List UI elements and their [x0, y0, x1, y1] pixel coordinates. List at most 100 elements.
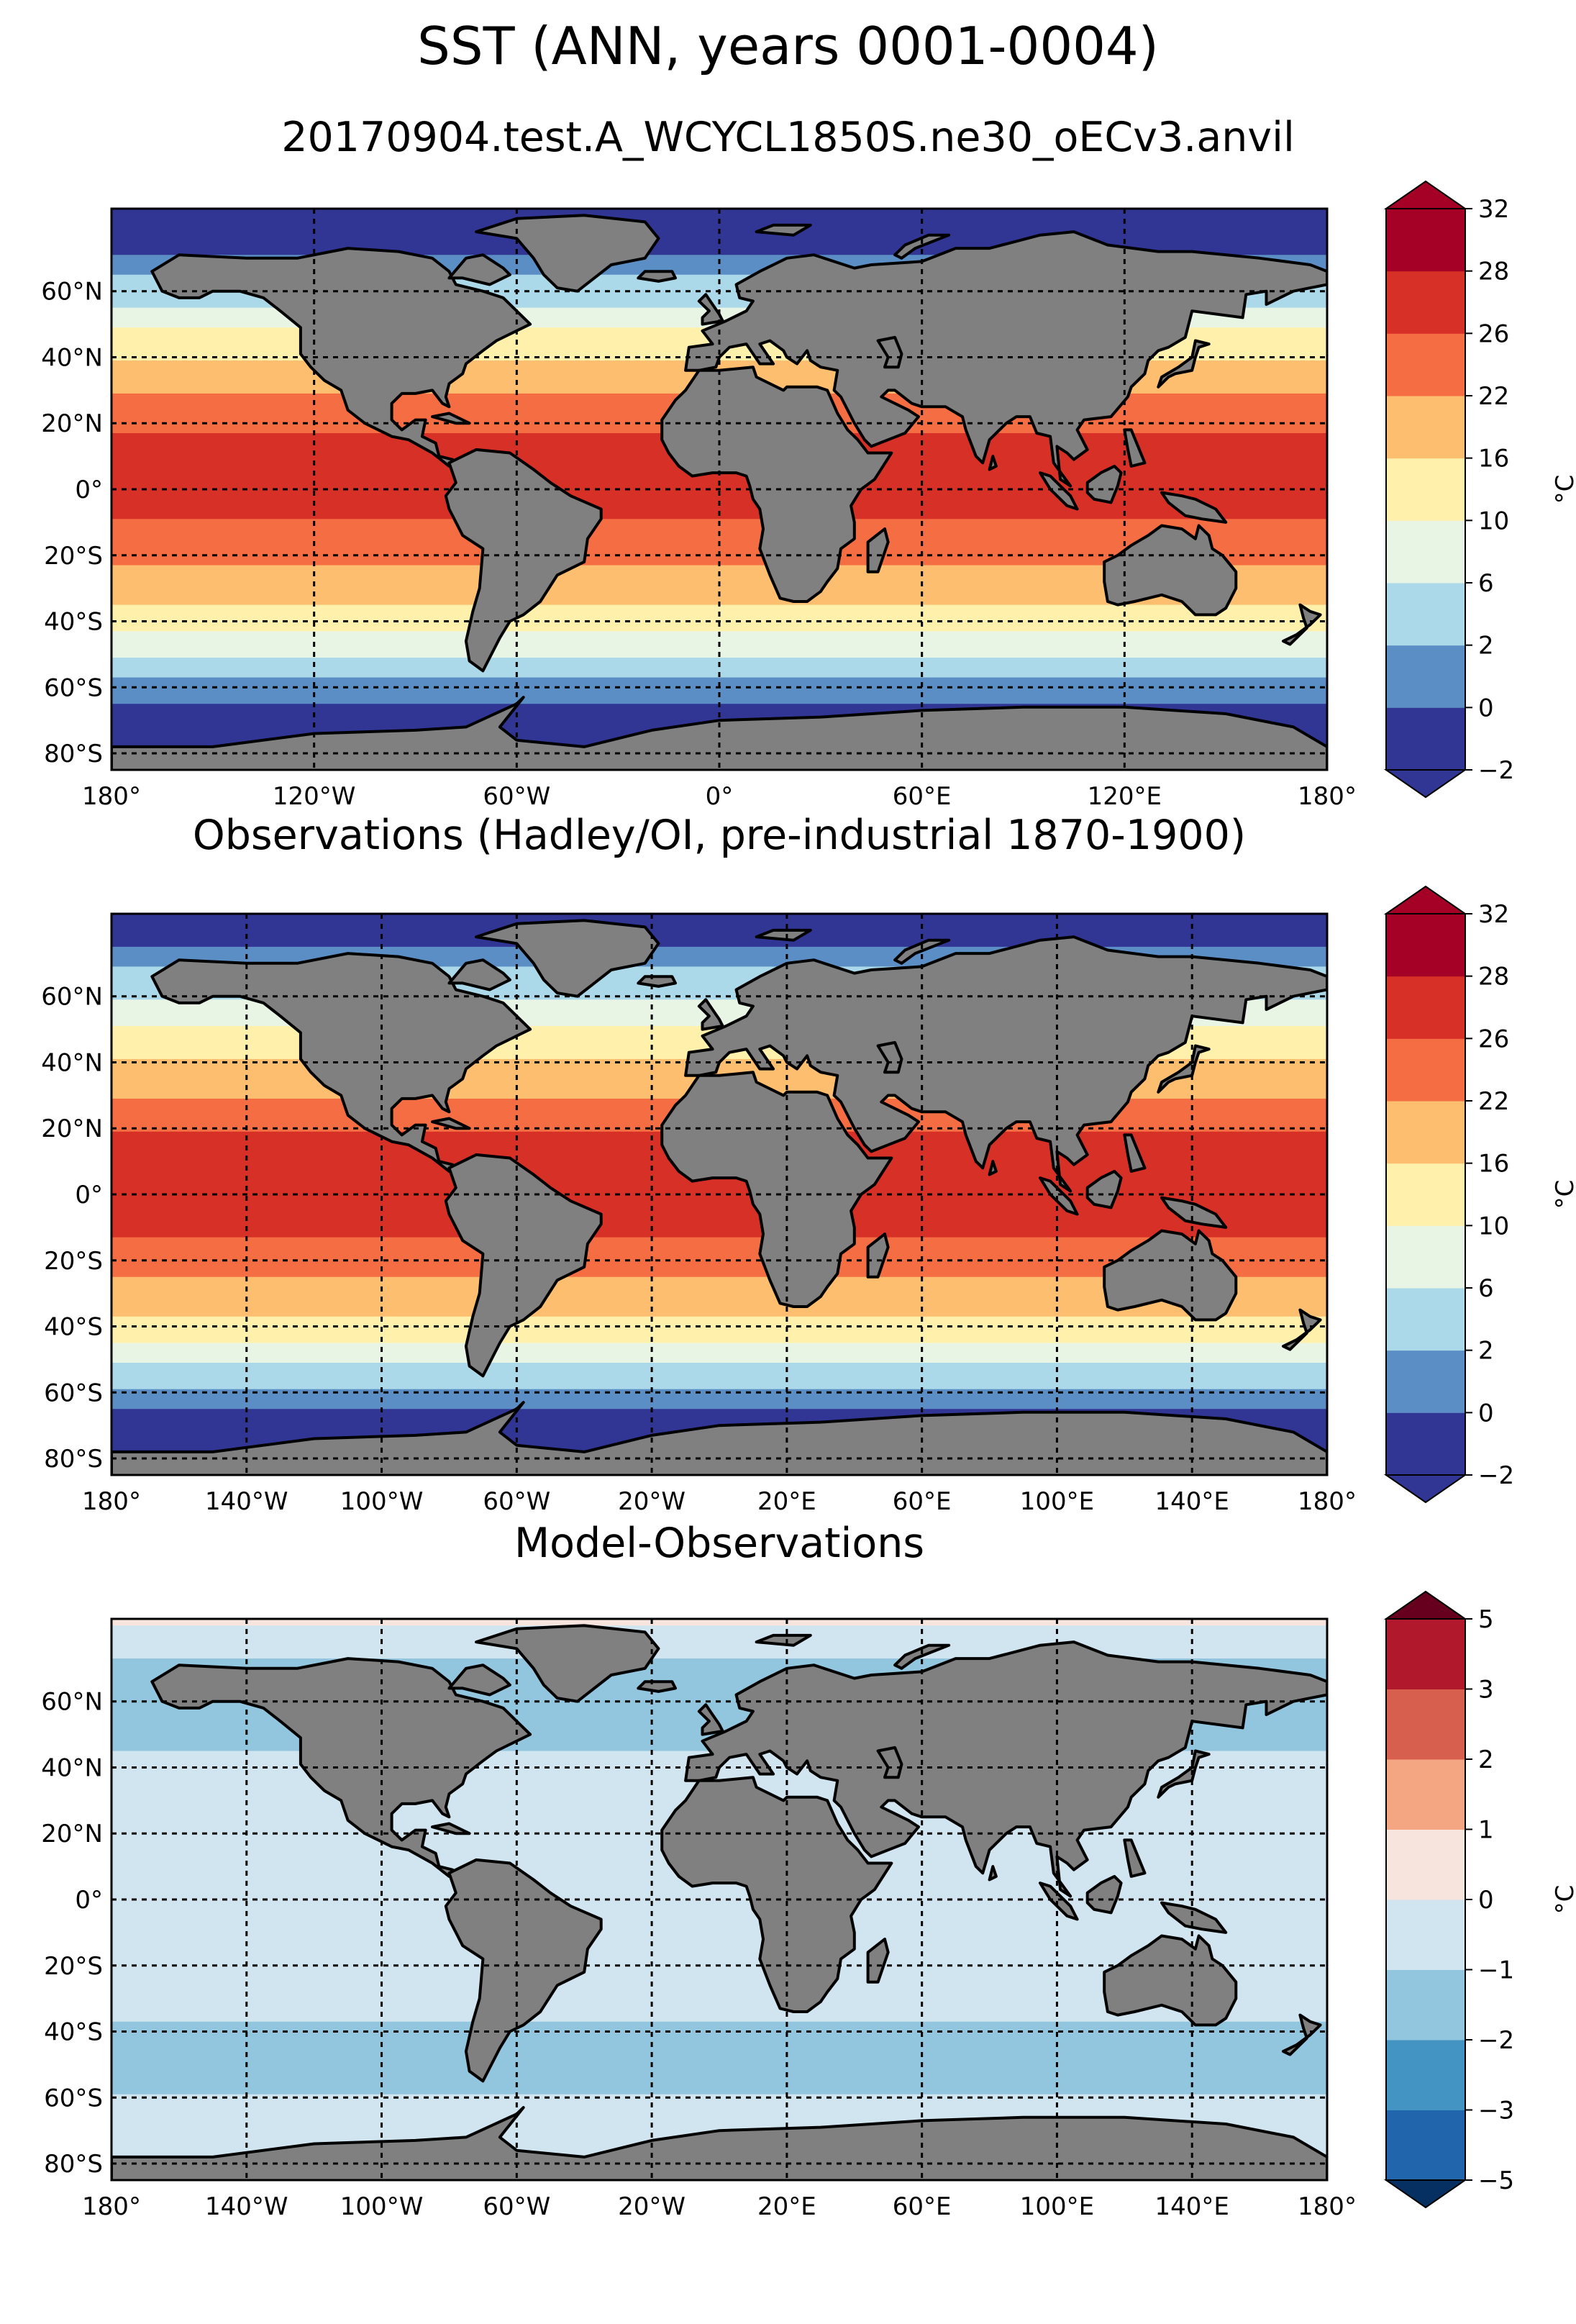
- x-tick-label: 120°W: [273, 782, 356, 811]
- landmass-japan: [1157, 1749, 1211, 1799]
- sst-band: [111, 1619, 1327, 1626]
- sst-band: [111, 1276, 1327, 1284]
- sst-band: [111, 1270, 1327, 1278]
- landmass-eurasia: [684, 230, 1327, 488]
- colorbar-tick-label: 28: [1478, 258, 1509, 286]
- sst-band: [111, 1349, 1327, 1357]
- sst-band: [111, 1263, 1327, 1271]
- colorbar-extend-max: [1383, 180, 1468, 209]
- sst-band: [111, 1665, 1327, 1673]
- sst-band: [111, 2048, 1327, 2056]
- y-tick-label: 40°N: [41, 1048, 103, 1077]
- sst-band: [111, 1369, 1327, 1376]
- landmass-africa: [660, 366, 893, 603]
- sst-band: [111, 1625, 1327, 1633]
- landmass-africa: [660, 1776, 893, 2013]
- sst-band: [111, 2100, 1327, 2108]
- y-tick-label: 60°N: [41, 278, 103, 307]
- sst-band: [111, 2035, 1327, 2042]
- sst-band: [111, 1638, 1327, 1646]
- sst-band: [111, 697, 1327, 704]
- landmass-north-america: [150, 1657, 532, 1878]
- x-tick-label: 180°: [82, 1487, 141, 1516]
- land-layer: [111, 919, 1327, 1475]
- sst-band: [111, 973, 1327, 981]
- sst-band: [111, 1645, 1327, 1653]
- landmass-greenland: [475, 919, 660, 998]
- landmass-iceland: [637, 1680, 677, 1693]
- landmass-north-america: [150, 247, 532, 468]
- sst-band: [111, 1012, 1327, 1020]
- sst-band: [111, 979, 1327, 987]
- y-tick-label: 40°N: [41, 1753, 103, 1782]
- colorbar-tick-label: −5: [1478, 2166, 1514, 2195]
- sst-band: [111, 604, 1327, 612]
- sst-band: [111, 953, 1327, 961]
- landmass-svalbard: [755, 223, 812, 237]
- y-tick-label: 60°S: [44, 2084, 103, 2112]
- y-tick-label: 0°: [75, 1181, 103, 1209]
- sst-band: [111, 274, 1327, 282]
- y-tick-label: 60°N: [41, 983, 103, 1012]
- sst-band: [111, 1942, 1327, 1950]
- landmass-cuba: [431, 1822, 471, 1835]
- sst-band: [111, 301, 1327, 309]
- sst-band: [111, 1382, 1327, 1390]
- colorbar-label: °C: [1551, 475, 1576, 504]
- sst-band: [111, 1705, 1327, 1712]
- y-tick-label: 40°S: [44, 1313, 103, 1342]
- landmass-eurasia: [684, 1640, 1327, 1898]
- x-tick-label: 180°: [1298, 2192, 1357, 2221]
- colorbar-tick-label: −2: [1478, 1461, 1514, 1490]
- colorbar-tick-label: 32: [1478, 900, 1509, 929]
- land-layer: [111, 1624, 1327, 2180]
- colorbar-swatch: [1386, 1899, 1465, 1970]
- sst-band: [111, 658, 1327, 665]
- gridlines: [111, 914, 1327, 1475]
- sst-band: [111, 1711, 1327, 1719]
- colorbar-swatch: [1386, 1689, 1465, 1760]
- landmass-philippines: [1123, 1133, 1147, 1173]
- y-tick-label: 20°S: [44, 542, 103, 571]
- landmass-sri-lanka: [988, 455, 998, 471]
- y-tick-label: 0°: [75, 1886, 103, 1915]
- y-tick-label: 80°S: [44, 2150, 103, 2179]
- colorbar-swatch: [1386, 520, 1465, 584]
- sst-band: [111, 1948, 1327, 1956]
- colorbar-extend-min: [1383, 2179, 1468, 2209]
- colorbar-swatch: [1386, 2110, 1465, 2181]
- sst-band: [111, 512, 1327, 519]
- landmass-cuba: [431, 1117, 471, 1130]
- sst-band: [111, 2041, 1327, 2049]
- sst-band: [111, 1717, 1327, 1725]
- sst-band: [111, 1330, 1327, 1337]
- y-tick-label: 60°N: [41, 1688, 103, 1717]
- landmass-svalbard: [755, 928, 812, 942]
- landmass-iceland: [637, 270, 677, 283]
- x-tick-label: 60°E: [893, 782, 952, 811]
- sst-band: [111, 565, 1327, 573]
- y-tick-label: 40°S: [44, 608, 103, 637]
- sst-band: [111, 625, 1327, 632]
- sst-band: [111, 1204, 1327, 1212]
- y-tick-label: 20°N: [41, 1115, 103, 1143]
- colorbar-tick-label: 0: [1478, 1886, 1494, 1915]
- sst-band: [111, 1395, 1327, 1403]
- landmass-philippines: [1123, 1838, 1147, 1878]
- y-tick-label: 0°: [75, 476, 103, 504]
- colorbar-tick-label: 22: [1478, 1087, 1509, 1116]
- colorbar-tick-label: 5: [1478, 1605, 1494, 1634]
- map-frame: [110, 207, 1329, 771]
- landmass-new-guinea: [1160, 1196, 1228, 1229]
- colorbar-tick-label: 16: [1478, 1150, 1509, 1179]
- sst-band: [111, 637, 1327, 645]
- colorbar-swatch: [1386, 1829, 1465, 1900]
- colorbar-swatch: [1386, 271, 1465, 334]
- landmass-madagascar: [866, 1233, 890, 1279]
- sst-band: [111, 1402, 1327, 1410]
- sst-band: [111, 1982, 1327, 1989]
- colorbar: −5 −3 −2 −1 0 1 2 3 5 °C: [1383, 1590, 1576, 2209]
- landmass-australia: [1103, 524, 1238, 617]
- sst-band: [111, 1684, 1327, 1692]
- colorbar-swatch: [1386, 1038, 1465, 1102]
